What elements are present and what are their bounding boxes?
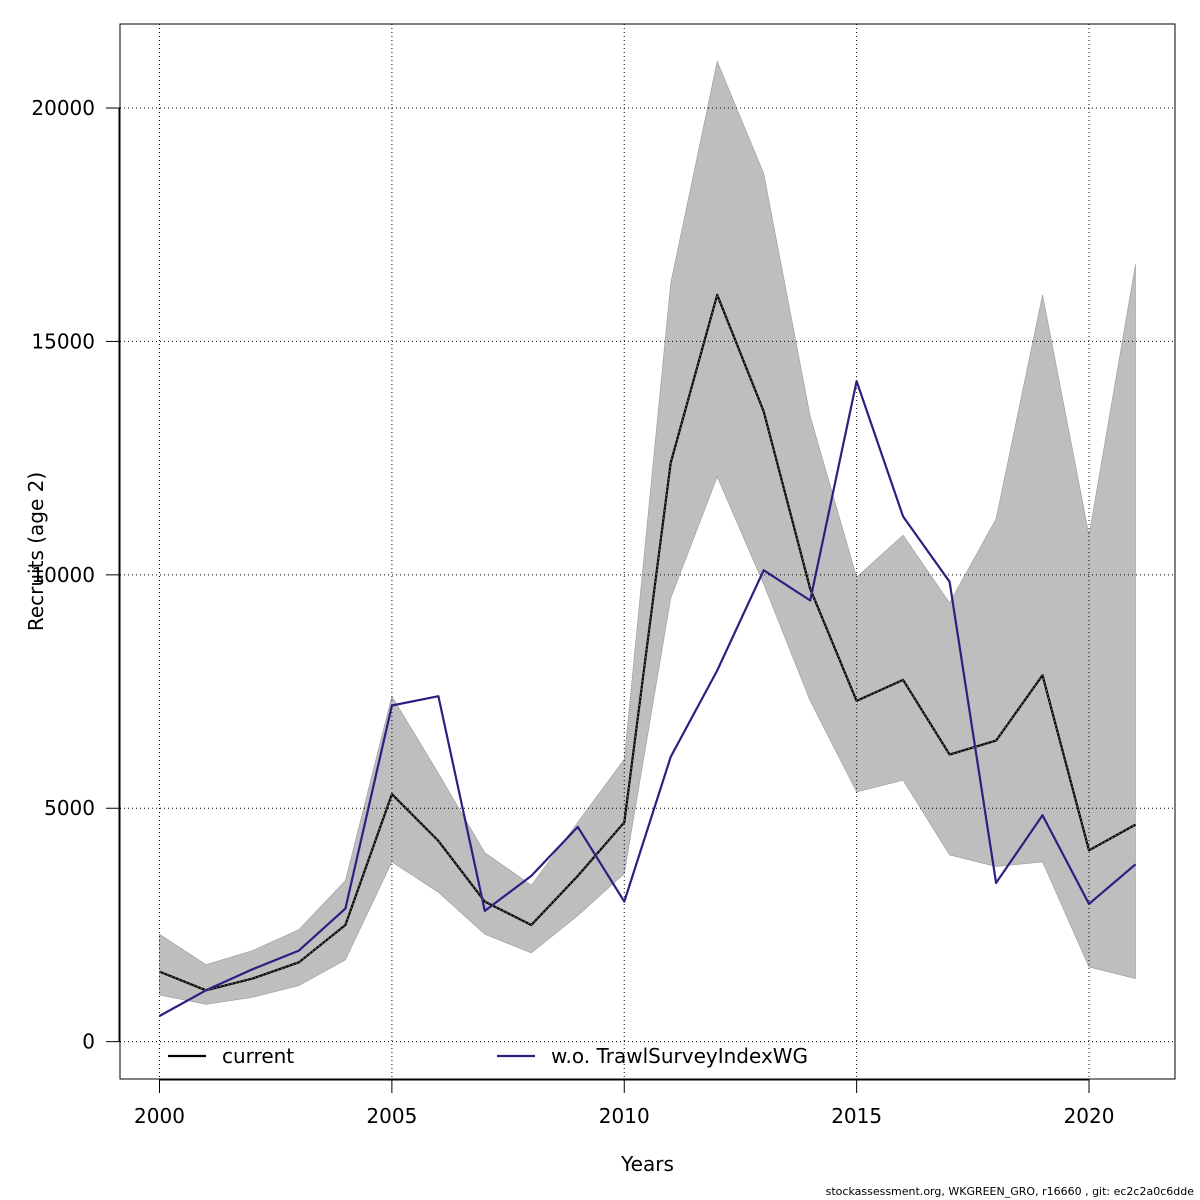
- x-axis-title: Years: [620, 1152, 674, 1176]
- legend-label-1: w.o. TrawlSurveyIndexWG: [551, 1044, 808, 1068]
- x-axis: 2000 2005 2010 2015 2020: [134, 1079, 1114, 1128]
- y-tick-label: 0: [82, 1030, 95, 1054]
- x-tick-label: 2010: [599, 1104, 650, 1128]
- y-axis-title: Recruits (age 2): [24, 472, 48, 631]
- legend-label-0: current: [222, 1044, 294, 1068]
- x-tick-label: 2005: [366, 1104, 417, 1128]
- series-line-1: [158, 380, 1137, 1017]
- y-tick-label: 5000: [44, 796, 95, 820]
- series-line-0-overlay: [159, 293, 1136, 991]
- y-tick-label: 20000: [31, 96, 95, 120]
- y-tick-label: 10000: [31, 563, 95, 587]
- x-tick-label: 2020: [1064, 1104, 1115, 1128]
- confidence-band: [159, 60, 1136, 1005]
- x-tick-label: 2000: [134, 1104, 185, 1128]
- footer-credit: stockassessment.org, WKGREEN_GRO, r16660…: [825, 1185, 1194, 1198]
- x-tick-label: 2015: [831, 1104, 882, 1128]
- plot-frame: [119, 23, 1176, 1080]
- series-layer: [158, 293, 1137, 1017]
- y-tick-label: 15000: [31, 329, 95, 353]
- y-axis: 0 5000 10000 15000 20000: [31, 96, 120, 1054]
- confidence-band-layer: [159, 60, 1136, 1005]
- legend: current w.o. TrawlSurveyIndexWG: [168, 1044, 808, 1068]
